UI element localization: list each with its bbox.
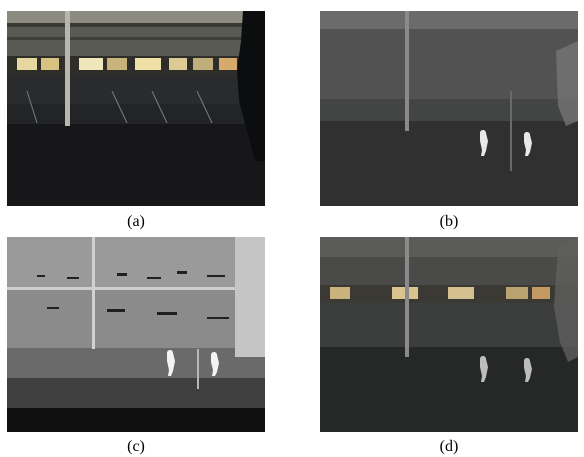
caption-a: (a) <box>127 213 145 230</box>
segmentation-image <box>7 237 265 432</box>
thermal-scene-image <box>320 11 578 206</box>
panel-c-image <box>7 237 265 432</box>
caption-b: (b) <box>439 213 459 230</box>
panel-d-image <box>320 237 578 432</box>
fused-scene-image <box>320 237 578 432</box>
caption-c: (c) <box>127 438 145 455</box>
panel-a-image <box>7 11 265 206</box>
visible-scene-image <box>7 11 265 206</box>
panel-b-image <box>320 11 578 206</box>
caption-d: (d) <box>439 438 459 455</box>
